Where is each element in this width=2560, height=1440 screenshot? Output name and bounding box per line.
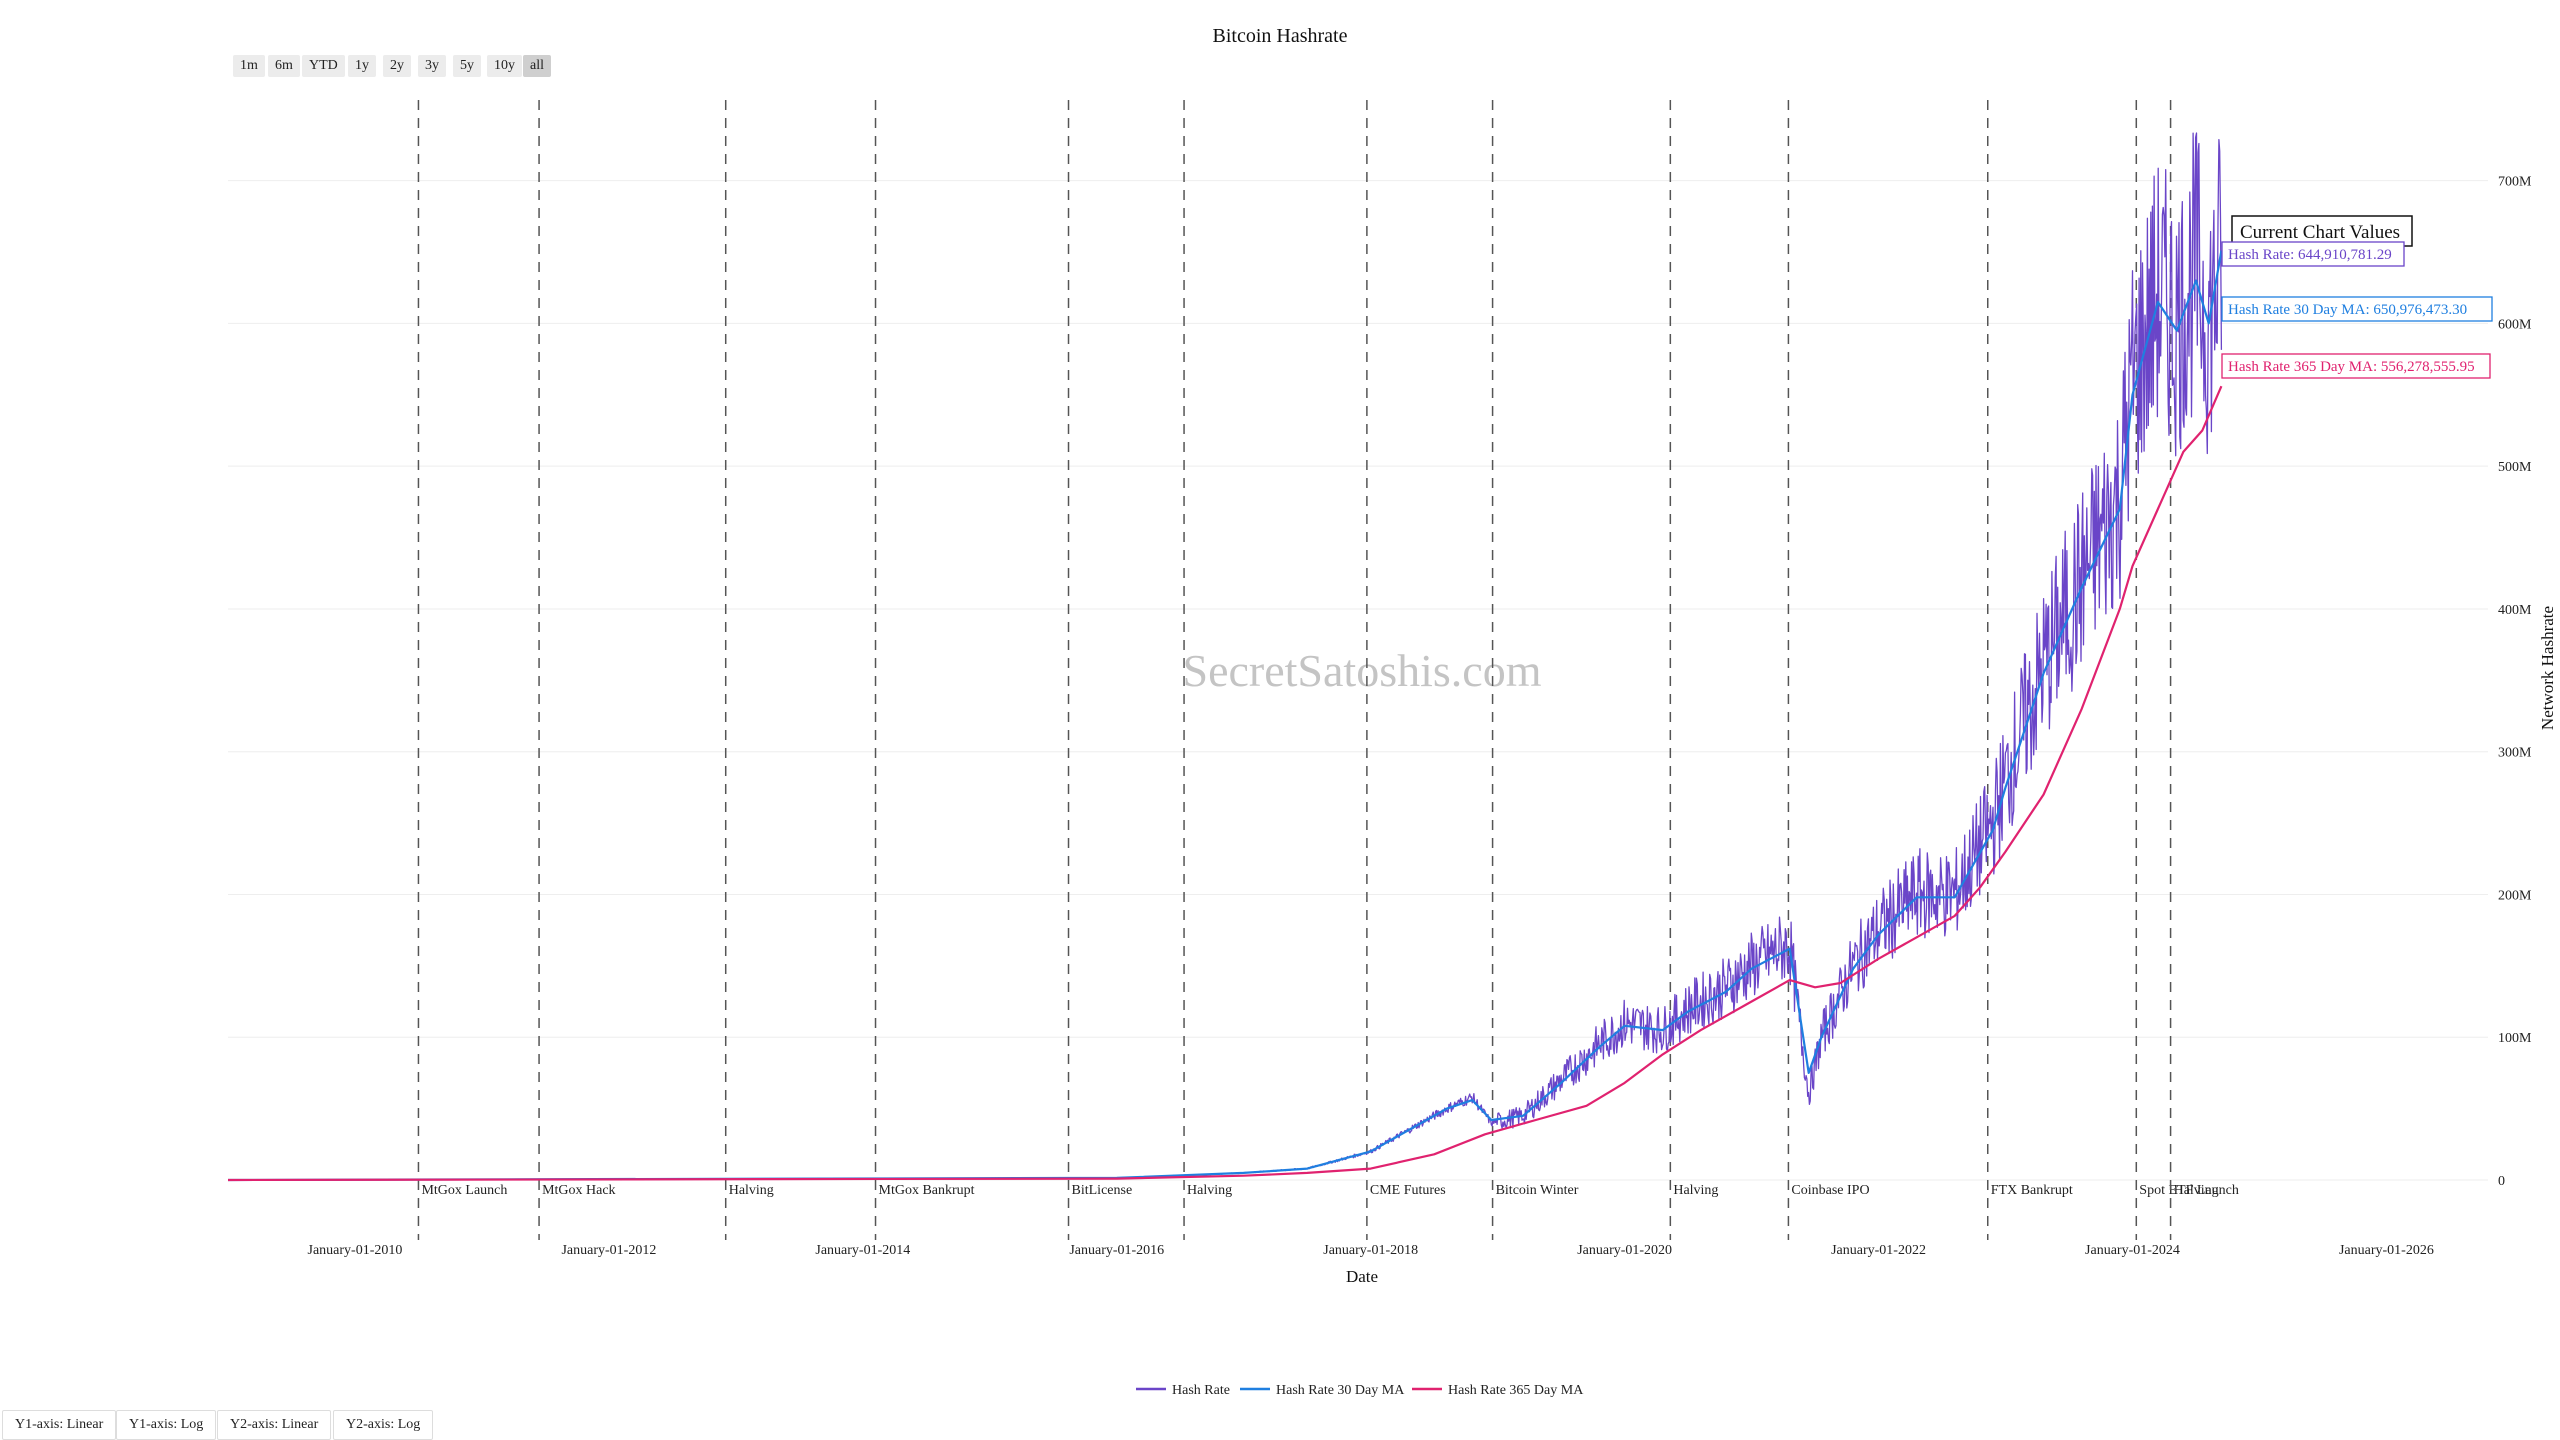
- range-button-10y[interactable]: 10y: [487, 55, 522, 77]
- y-axis-title: Network Hashrate: [2538, 606, 2557, 730]
- legend-label: Hash Rate 365 Day MA: [1448, 1383, 1584, 1398]
- legend-label: Hash Rate: [1172, 1383, 1230, 1398]
- event-label: Halving: [1673, 1183, 1718, 1198]
- current-values-title: Current Chart Values: [2240, 222, 2400, 243]
- event-label: MtGox Launch: [421, 1183, 507, 1198]
- y-tick-label: 500M: [2498, 460, 2532, 475]
- event-label: Halving: [1187, 1183, 1232, 1198]
- y-tick-label: 200M: [2498, 888, 2532, 903]
- event-label: Bitcoin Winter: [1496, 1183, 1579, 1198]
- range-button-all[interactable]: all: [523, 55, 551, 77]
- x-tick-label: January-01-2024: [2085, 1243, 2180, 1258]
- legend-label: Hash Rate 30 Day MA: [1276, 1383, 1405, 1398]
- axis-scale-button-y1-axis-linear[interactable]: Y1-axis: Linear: [2, 1410, 117, 1440]
- event-label: Coinbase IPO: [1791, 1183, 1869, 1198]
- range-button-ytd[interactable]: YTD: [302, 55, 345, 77]
- x-axis-title: Date: [1346, 1267, 1378, 1286]
- event-label: Spot ETF Launch: [2139, 1183, 2239, 1198]
- range-button-1y[interactable]: 1y: [348, 55, 376, 77]
- series-line-1: [227, 250, 2223, 1182]
- range-button-5y[interactable]: 5y: [453, 55, 481, 77]
- current-values-title-box: [2231, 215, 2413, 247]
- event-label: BitLicense: [1072, 1183, 1133, 1198]
- y-tick-label: 0: [2498, 1174, 2505, 1189]
- axis-scale-button-y2-axis-linear[interactable]: Y2-axis: Linear: [217, 1410, 332, 1440]
- x-tick-label: January-01-2014: [815, 1243, 910, 1258]
- x-tick-label: January-01-2026: [2339, 1243, 2434, 1258]
- y-tick-label: 300M: [2498, 746, 2532, 761]
- current-value-text: Hash Rate: 644,910,781.29: [2228, 247, 2392, 263]
- event-label: CME Futures: [1370, 1183, 1446, 1198]
- series-line-2: [227, 385, 2223, 1182]
- range-button-1m[interactable]: 1m: [233, 55, 265, 77]
- y-tick-label: 400M: [2498, 603, 2532, 618]
- chart-title: Bitcoin Hashrate: [1213, 25, 1348, 47]
- event-label: MtGox Hack: [542, 1183, 616, 1198]
- current-value-text: Hash Rate 365 Day MA: 556,278,555.95: [2228, 359, 2475, 375]
- current-value-box: [2221, 296, 2493, 322]
- current-value-text: Hash Rate 30 Day MA: 650,976,473.30: [2228, 302, 2467, 318]
- event-label: Halving: [2174, 1183, 2219, 1198]
- x-tick-label: January-01-2016: [1069, 1243, 1164, 1258]
- event-label: Halving: [729, 1183, 774, 1198]
- range-button-6m[interactable]: 6m: [268, 55, 300, 77]
- current-value-box: [2221, 241, 2405, 267]
- axis-scale-button-y1-axis-log[interactable]: Y1-axis: Log: [116, 1410, 217, 1440]
- event-label: FTX Bankrupt: [1991, 1183, 2073, 1198]
- axis-scale-button-y2-axis-log[interactable]: Y2-axis: Log: [333, 1410, 434, 1440]
- watermark: SecretSatoshis.com: [1183, 645, 1542, 696]
- x-tick-label: January-01-2018: [1323, 1243, 1418, 1258]
- range-button-3y[interactable]: 3y: [418, 55, 446, 77]
- y-tick-label: 700M: [2498, 175, 2532, 190]
- x-tick-label: January-01-2020: [1577, 1243, 1672, 1258]
- y-tick-label: 100M: [2498, 1031, 2532, 1046]
- x-tick-label: January-01-2010: [308, 1243, 403, 1258]
- event-label: MtGox Bankrupt: [879, 1183, 975, 1198]
- x-tick-label: January-01-2022: [1831, 1243, 1926, 1258]
- range-button-2y[interactable]: 2y: [383, 55, 411, 77]
- x-tick-label: January-01-2012: [561, 1243, 656, 1258]
- y-tick-label: 600M: [2498, 317, 2532, 332]
- current-value-box: [2221, 353, 2491, 379]
